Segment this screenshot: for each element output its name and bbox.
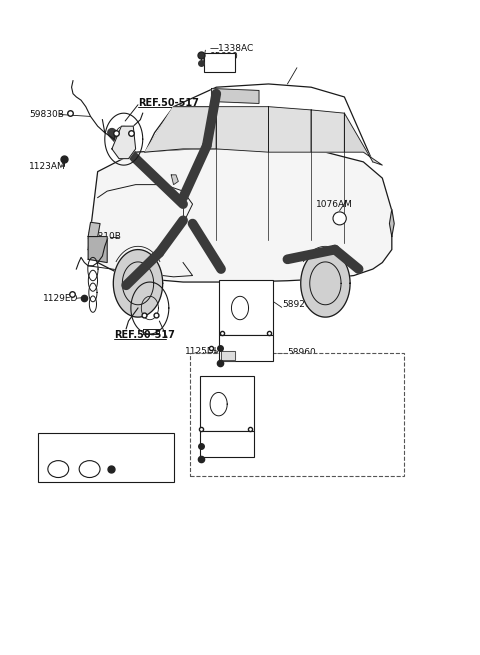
Polygon shape	[301, 250, 350, 317]
Polygon shape	[221, 351, 235, 360]
Polygon shape	[145, 107, 216, 152]
Ellipse shape	[48, 460, 69, 477]
Bar	[200, 376, 254, 432]
Text: 95690: 95690	[209, 52, 238, 60]
Text: 58913E: 58913E	[189, 464, 224, 473]
Ellipse shape	[79, 460, 100, 477]
Polygon shape	[88, 149, 392, 282]
Bar	[200, 432, 254, 457]
Text: 1129ED: 1129ED	[43, 294, 79, 303]
Bar	[38, 434, 174, 482]
Polygon shape	[311, 110, 344, 152]
Ellipse shape	[333, 212, 346, 225]
Text: 85864: 85864	[92, 441, 120, 450]
Text: 1731JF: 1731JF	[46, 441, 76, 450]
Text: 1125DL: 1125DL	[185, 347, 220, 356]
Polygon shape	[88, 236, 107, 263]
Text: 59830B: 59830B	[29, 110, 64, 119]
Text: 58920: 58920	[263, 390, 291, 400]
Text: —1338AC: —1338AC	[209, 44, 253, 53]
Text: 59810B: 59810B	[86, 232, 120, 241]
Text: 1125DB: 1125DB	[133, 441, 169, 450]
Text: 58913E: 58913E	[202, 367, 237, 376]
Text: REF.50-517: REF.50-517	[138, 98, 199, 109]
Bar	[219, 335, 273, 362]
Text: 58960: 58960	[264, 445, 292, 454]
Text: 58920: 58920	[283, 300, 312, 309]
Bar	[204, 53, 235, 72]
Polygon shape	[212, 88, 259, 103]
Text: 1123AM: 1123AM	[29, 162, 66, 171]
Bar	[219, 280, 273, 335]
Polygon shape	[216, 107, 268, 152]
Polygon shape	[171, 175, 179, 185]
Bar	[190, 354, 404, 476]
Polygon shape	[113, 250, 163, 317]
Polygon shape	[112, 126, 136, 159]
Polygon shape	[268, 107, 311, 152]
Text: 1076AM: 1076AM	[316, 200, 353, 208]
Polygon shape	[88, 222, 100, 236]
Text: 58960: 58960	[288, 348, 316, 357]
Polygon shape	[344, 113, 383, 165]
Polygon shape	[389, 210, 394, 236]
Text: (W/ESC): (W/ESC)	[192, 352, 229, 360]
Text: REF.50-517: REF.50-517	[114, 330, 175, 341]
